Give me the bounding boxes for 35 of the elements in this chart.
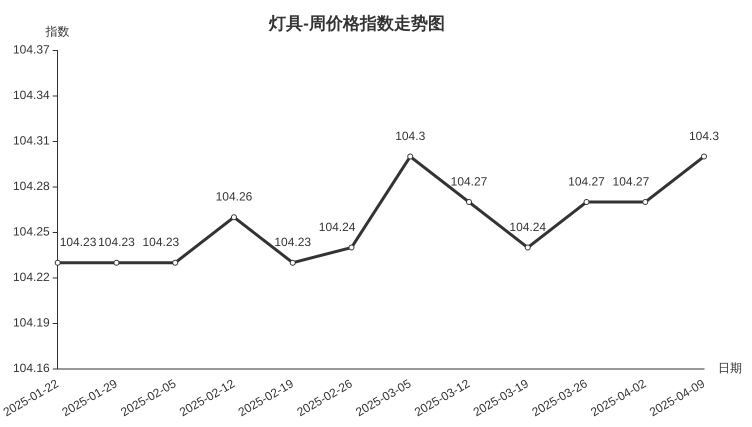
- data-label: 104.3: [395, 128, 426, 143]
- point: [54, 260, 61, 266]
- data-label: 104.27: [612, 174, 650, 188]
- point: [348, 244, 354, 251]
- data-label: 104.3: [688, 128, 720, 143]
- y-axis-title: 指数: [44, 24, 70, 39]
- data-label: 104.27: [450, 174, 488, 188]
- data-label: 104.23: [98, 235, 136, 250]
- chart-title: 灯具-周价格指数走势图: [268, 14, 445, 33]
- point: [701, 154, 707, 160]
- point: [583, 199, 590, 206]
- point: [113, 260, 120, 266]
- y-tick-label: 104.37: [13, 42, 50, 57]
- y-tick-label: 104.28: [13, 179, 50, 194]
- data-label: 104.23: [274, 235, 312, 250]
- point: [407, 154, 414, 160]
- point: [524, 244, 531, 251]
- y-tick-label: 104.19: [13, 316, 50, 330]
- data-label: 104.27: [568, 174, 606, 188]
- y-tick-label: 104.22: [13, 270, 50, 284]
- data-label: 104.24: [318, 220, 356, 234]
- y-tick-label: 104.31: [13, 134, 50, 148]
- point: [230, 214, 237, 220]
- data-label: 104.24: [509, 220, 546, 234]
- data-label: 104.26: [216, 190, 253, 204]
- y-tick-label: 104.25: [13, 224, 50, 239]
- x-axis-title: 日期: [718, 361, 742, 376]
- y-tick-label: 104.16: [13, 361, 50, 376]
- y-tick-label: 104.34: [13, 88, 50, 102]
- data-label: 104.23: [142, 235, 180, 250]
- point: [172, 260, 178, 266]
- point: [642, 199, 648, 206]
- point: [466, 199, 472, 206]
- data-label: 104.23: [60, 235, 97, 250]
- point: [290, 260, 296, 266]
